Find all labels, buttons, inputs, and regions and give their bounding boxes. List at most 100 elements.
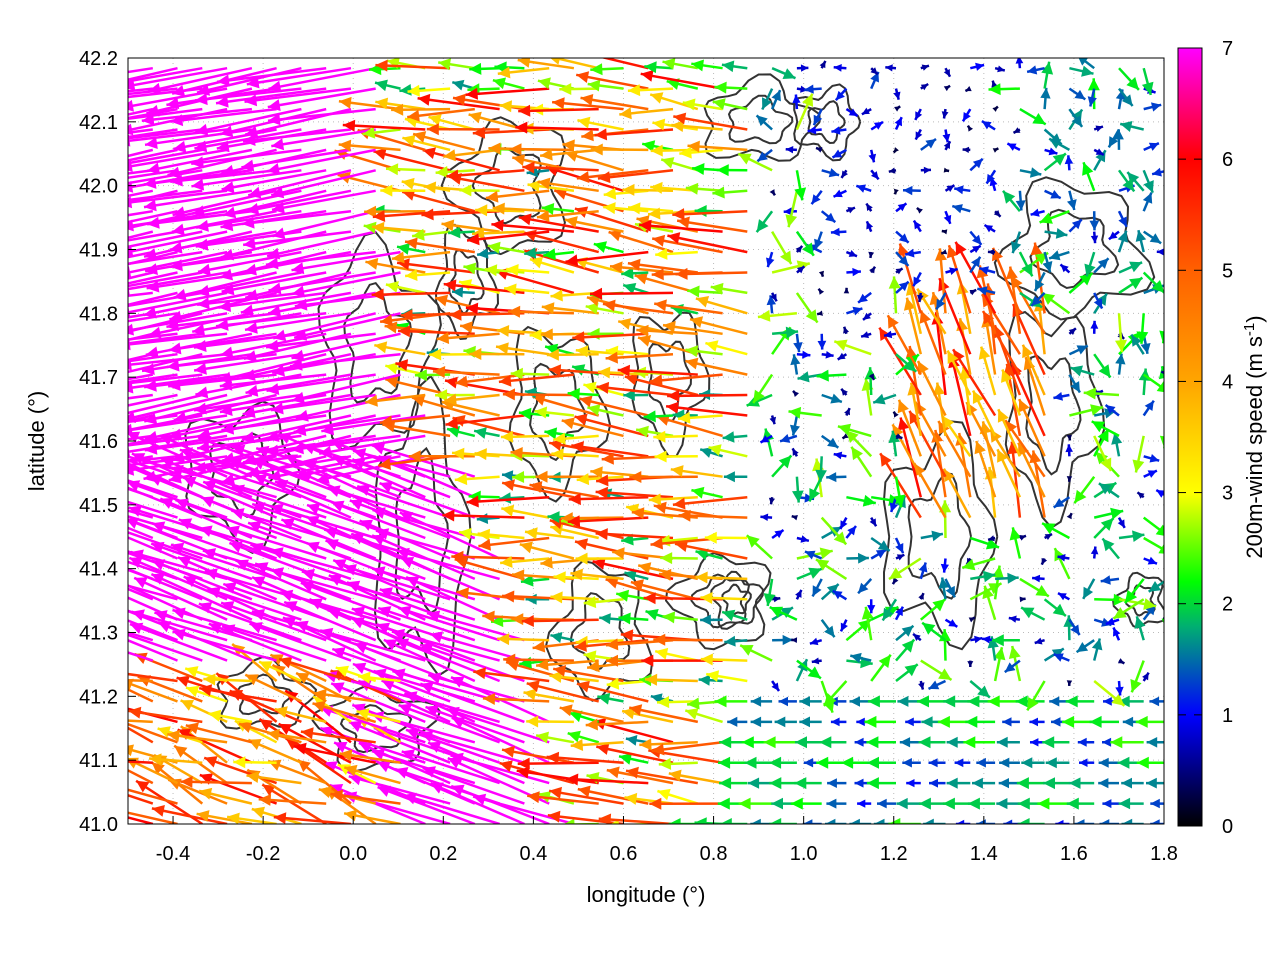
wind-vector-shaft-869 xyxy=(241,414,352,442)
wind-vector-40 xyxy=(1099,819,1119,824)
wind-vector-1615 xyxy=(691,59,723,72)
wind-vector-113 xyxy=(769,777,797,790)
wind-vector-123 xyxy=(1016,777,1045,790)
wind-vector-254 xyxy=(1062,715,1095,728)
wind-vector-shaft-227 xyxy=(330,682,426,724)
wind-vector-shaft-14 xyxy=(377,785,476,824)
wind-vector-969 xyxy=(617,364,698,377)
wind-vector-head-1079 xyxy=(128,323,134,336)
wind-vector-head-249 xyxy=(937,715,950,728)
wind-vector-head-1140 xyxy=(590,287,603,300)
wind-vector-62 xyxy=(527,791,599,805)
wind-vector-head-908 xyxy=(144,412,158,425)
wind-vector-670 xyxy=(678,509,748,522)
wind-vector-head-288 xyxy=(849,696,860,707)
wind-vector-172 xyxy=(128,740,129,743)
wind-vector-884 xyxy=(677,411,723,424)
wind-vector-shaft-1290 xyxy=(128,211,129,213)
wind-vector-1222 xyxy=(543,248,575,261)
wind-vector-993 xyxy=(128,352,228,371)
wind-vector-head-271 xyxy=(353,662,367,674)
wind-vector-head-43 xyxy=(67,791,80,803)
wind-vector-head-128 xyxy=(1146,777,1157,789)
wind-vector-head-1217 xyxy=(391,251,405,264)
wind-vector-1496 xyxy=(966,124,973,132)
wind-vector-head-681 xyxy=(1007,441,1019,455)
wind-vector-head-159 xyxy=(841,756,854,769)
wind-vector-head-1356 xyxy=(650,181,663,194)
wind-vector-head-714 xyxy=(768,497,775,505)
wind-vector-head-25 xyxy=(719,818,732,824)
wind-vector-122 xyxy=(998,778,1020,789)
wind-vector-shaft-1171 xyxy=(268,271,376,292)
wind-vector-shaft-147 xyxy=(501,748,575,764)
wind-vector-head-637 xyxy=(988,535,995,542)
wind-vector-292 xyxy=(943,695,971,708)
wind-vector-1172 xyxy=(291,271,401,298)
wind-vector-227 xyxy=(330,682,426,724)
wind-vector-shaft-709 xyxy=(568,495,649,501)
wind-vector-210 xyxy=(1042,736,1070,749)
wind-vector-shaft-1289 xyxy=(1169,217,1177,232)
wind-vector-head-1027 xyxy=(1076,345,1088,355)
wind-vector-556 xyxy=(1100,575,1120,585)
wind-vector-943 xyxy=(1083,387,1120,400)
wind-vector-shaft-486 xyxy=(343,565,451,601)
wind-vector-429 xyxy=(1168,640,1176,647)
wind-vector-1030 xyxy=(1130,333,1145,355)
wind-vector-head-678 xyxy=(914,463,926,477)
wind-vector-head-909 xyxy=(173,411,187,423)
wind-vector-head-1236 xyxy=(905,248,915,258)
wind-vector-1548 xyxy=(128,88,129,90)
wind-vector-head-301 xyxy=(88,664,101,675)
wind-vector-head-65 xyxy=(624,792,638,805)
wind-vector-shaft-1110 xyxy=(954,241,997,314)
wind-vector-shaft-820 xyxy=(128,434,203,447)
wind-vector-head-961 xyxy=(432,366,446,378)
wind-vector-1482 xyxy=(577,116,624,131)
wind-vector-1494 xyxy=(914,128,923,141)
wind-vector-head-435 xyxy=(151,573,165,585)
wind-vector-head-1360 xyxy=(785,214,798,228)
wind-vector-head-246 xyxy=(864,715,877,728)
wind-vector-164 xyxy=(976,757,996,768)
wind-vector-955 xyxy=(245,373,352,397)
wind-vector-head-293 xyxy=(967,695,980,708)
wind-vector-head-562 xyxy=(107,523,120,534)
wind-vector-head-334 xyxy=(928,680,940,690)
wind-vector-head-38 xyxy=(1055,819,1064,824)
wind-vector-head-901 xyxy=(1144,400,1154,411)
wind-vector-head-1337 xyxy=(128,196,133,209)
wind-vector-head-134 xyxy=(177,729,191,740)
wind-vector-head-290 xyxy=(897,695,909,707)
wind-vector-1451 xyxy=(920,137,937,151)
wind-vector-head-618 xyxy=(477,528,491,541)
wind-vector-head-449 xyxy=(521,615,534,627)
wind-vector-head-383 xyxy=(1091,638,1103,651)
wind-vector-shaft-151 xyxy=(596,745,674,764)
x-tick-label-7: 1.0 xyxy=(790,843,818,865)
wind-vector-165 xyxy=(999,757,1020,768)
wind-vector-799 xyxy=(708,444,748,458)
wind-vector-head-213 xyxy=(1110,736,1123,749)
wind-vector-head-1618 xyxy=(800,64,809,72)
wind-vector-head-726 xyxy=(1053,498,1065,508)
wind-vector-1071 xyxy=(1090,320,1099,334)
wind-vector-head-811 xyxy=(1018,399,1030,413)
wind-vector-head-210 xyxy=(1042,736,1055,749)
wind-vector-1215 xyxy=(291,250,401,275)
wind-vector-shaft-343 xyxy=(1169,666,1174,682)
wind-vector-head-135 xyxy=(233,756,246,769)
wind-vector-259 xyxy=(128,688,154,703)
wind-vector-head-450 xyxy=(599,613,611,625)
wind-vector-84 xyxy=(1118,797,1144,810)
x-tick-label-2: 0.0 xyxy=(339,843,367,865)
wind-vector-head-536 xyxy=(570,568,583,581)
wind-vector-head-24 xyxy=(694,817,707,824)
wind-vector-842 xyxy=(722,431,748,443)
wind-vector-head-337 xyxy=(1008,646,1021,659)
wind-vector-941 xyxy=(1053,392,1070,401)
wind-vector-head-1472 xyxy=(271,138,285,151)
wind-vector-head-1485 xyxy=(652,118,666,131)
wind-vector-shaft-1251 xyxy=(128,230,228,254)
